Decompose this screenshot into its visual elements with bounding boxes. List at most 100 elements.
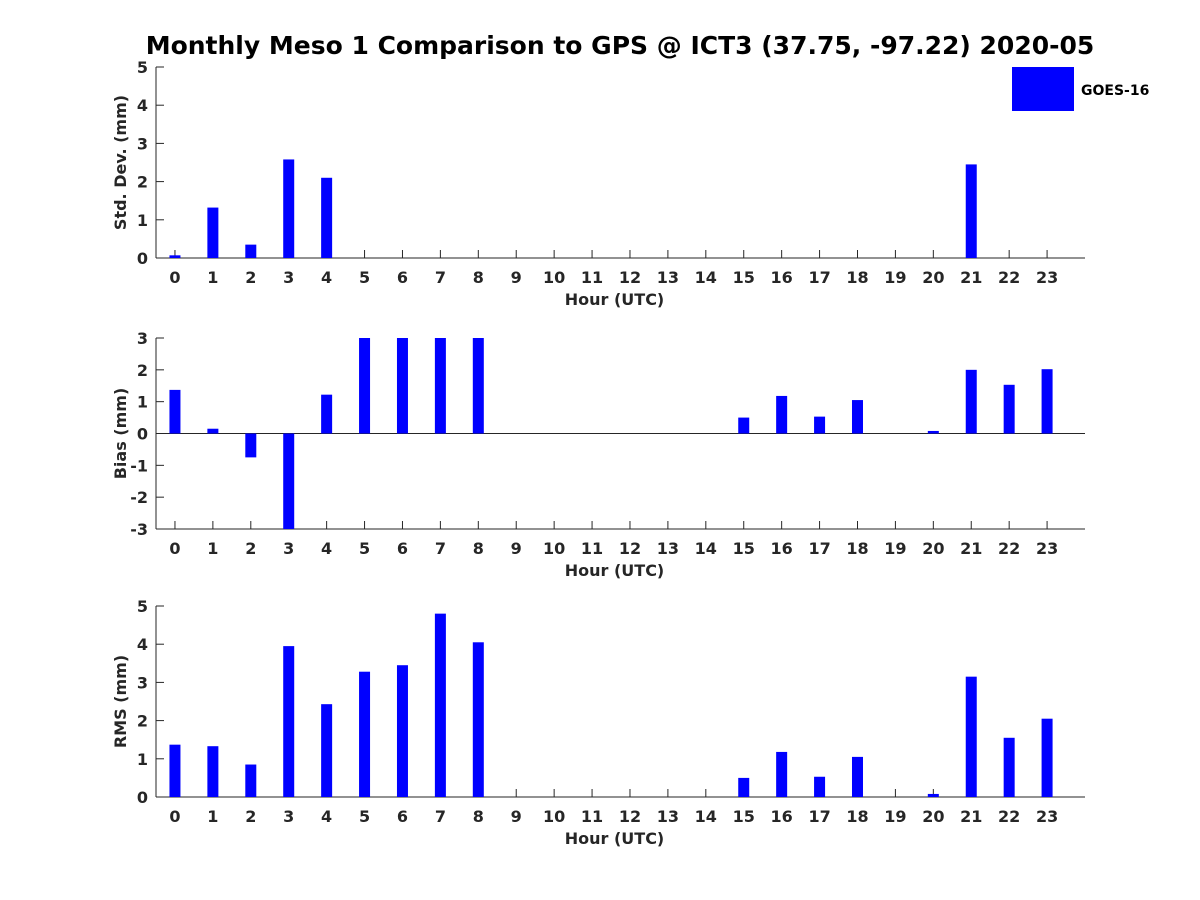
rms-bar	[359, 671, 371, 797]
bias-y-label: Bias (mm)	[111, 388, 130, 480]
std-dev-x-tick-label: 19	[884, 268, 906, 287]
rms-bar	[245, 764, 257, 797]
bias-x-tick-label: 7	[435, 539, 446, 558]
std-dev-x-tick-label: 21	[960, 268, 982, 287]
std-dev-bar	[207, 207, 219, 258]
std-dev-bar	[321, 177, 333, 258]
rms-x-tick-label: 6	[397, 807, 408, 826]
bias-x-tick-label: 14	[695, 539, 717, 558]
bias-bar	[738, 417, 750, 434]
bias-y-tick-label: 3	[137, 329, 148, 348]
std-dev-x-tick-label: 17	[808, 268, 830, 287]
rms-x-tick-label: 16	[771, 807, 793, 826]
rms-x-tick-label: 19	[884, 807, 906, 826]
bias-x-tick-label: 4	[321, 539, 332, 558]
rms-bar	[738, 777, 750, 797]
rms-y-tick-label: 2	[137, 712, 148, 731]
std-dev-x-tick-label: 4	[321, 268, 332, 287]
rms-y-tick-label: 5	[137, 597, 148, 616]
std-dev-y-tick-label: 4	[137, 96, 148, 115]
bias-x-tick-label: 5	[359, 539, 370, 558]
std-dev-x-tick-label: 0	[169, 268, 180, 287]
std-dev-x-tick-label: 8	[473, 268, 484, 287]
bias-x-tick-label: 19	[884, 539, 906, 558]
bias-x-tick-label: 10	[543, 539, 565, 558]
bias-x-tick-label: 2	[245, 539, 256, 558]
rms-bar	[283, 646, 295, 797]
std-dev-x-tick-label: 6	[397, 268, 408, 287]
bias-x-tick-label: 16	[771, 539, 793, 558]
bias-bar	[245, 433, 257, 458]
bias-bar	[776, 395, 788, 434]
bias-bar	[851, 400, 863, 434]
bias-y-tick-label: 1	[137, 393, 148, 412]
rms-bar	[814, 776, 826, 797]
rms-bar	[776, 751, 788, 797]
bias-y-tick-label: -1	[130, 456, 148, 475]
rms-x-tick-label: 20	[922, 807, 944, 826]
bias-bar	[321, 394, 333, 434]
rms-x-tick-label: 2	[245, 807, 256, 826]
bias-bar	[1003, 384, 1015, 434]
rms-x-tick-label: 7	[435, 807, 446, 826]
rms-bar	[927, 793, 939, 797]
std-dev-x-tick-label: 13	[657, 268, 679, 287]
bias-x-tick-label: 0	[169, 539, 180, 558]
std-dev-bar	[245, 244, 257, 258]
rms-bar	[472, 642, 484, 797]
bias-x-tick-label: 1	[207, 539, 218, 558]
std-dev-x-tick-label: 20	[922, 268, 944, 287]
std-dev-bar	[965, 164, 977, 258]
std-dev-x-tick-label: 2	[245, 268, 256, 287]
std-dev-bar	[283, 159, 295, 258]
rms-bar	[1003, 737, 1015, 797]
std-dev-x-tick-label: 23	[1036, 268, 1058, 287]
bias-bar	[207, 428, 219, 434]
bias-bar	[1041, 369, 1053, 434]
rms-bar	[321, 704, 333, 797]
std-dev-bar	[169, 255, 181, 258]
rms-bar	[851, 756, 863, 797]
rms-bar	[965, 676, 977, 797]
rms-x-tick-label: 12	[619, 807, 641, 826]
bias-x-tick-label: 20	[922, 539, 944, 558]
std-dev-y-label: Std. Dev. (mm)	[111, 95, 130, 230]
std-dev-x-tick-label: 1	[207, 268, 218, 287]
rms-x-tick-label: 15	[733, 807, 755, 826]
std-dev-y-tick-label: 3	[137, 134, 148, 153]
rms-x-tick-label: 9	[511, 807, 522, 826]
rms-x-tick-label: 23	[1036, 807, 1058, 826]
rms-x-tick-label: 18	[846, 807, 868, 826]
rms-y-tick-label: 4	[137, 635, 148, 654]
rms-x-tick-label: 17	[808, 807, 830, 826]
bias-x-tick-label: 18	[846, 539, 868, 558]
rms-x-tick-label: 0	[169, 807, 180, 826]
bias-x-tick-label: 22	[998, 539, 1020, 558]
bias-x-tick-label: 6	[397, 539, 408, 558]
bias-bar	[472, 338, 484, 434]
rms-bar	[396, 665, 408, 797]
std-dev-x-tick-label: 14	[695, 268, 717, 287]
bias-x-tick-label: 3	[283, 539, 294, 558]
std-dev-y-tick-label: 5	[137, 58, 148, 77]
std-dev-x-tick-label: 22	[998, 268, 1020, 287]
std-dev-y-tick-label: 0	[137, 249, 148, 268]
bias-x-label: Hour (UTC)	[565, 561, 665, 580]
bias-bar	[396, 338, 408, 434]
rms-bar	[207, 746, 219, 797]
std-dev-x-tick-label: 18	[846, 268, 868, 287]
rms-y-tick-label: 1	[137, 750, 148, 769]
bias-bar	[965, 369, 977, 434]
rms-x-tick-label: 1	[207, 807, 218, 826]
rms-x-tick-label: 14	[695, 807, 717, 826]
rms-x-tick-label: 21	[960, 807, 982, 826]
bias-bar	[814, 416, 826, 434]
std-dev-x-tick-label: 16	[771, 268, 793, 287]
rms-x-tick-label: 4	[321, 807, 332, 826]
std-dev-x-tick-label: 9	[511, 268, 522, 287]
bias-bar	[434, 338, 446, 434]
rms-x-tick-label: 22	[998, 807, 1020, 826]
bias-x-tick-label: 13	[657, 539, 679, 558]
